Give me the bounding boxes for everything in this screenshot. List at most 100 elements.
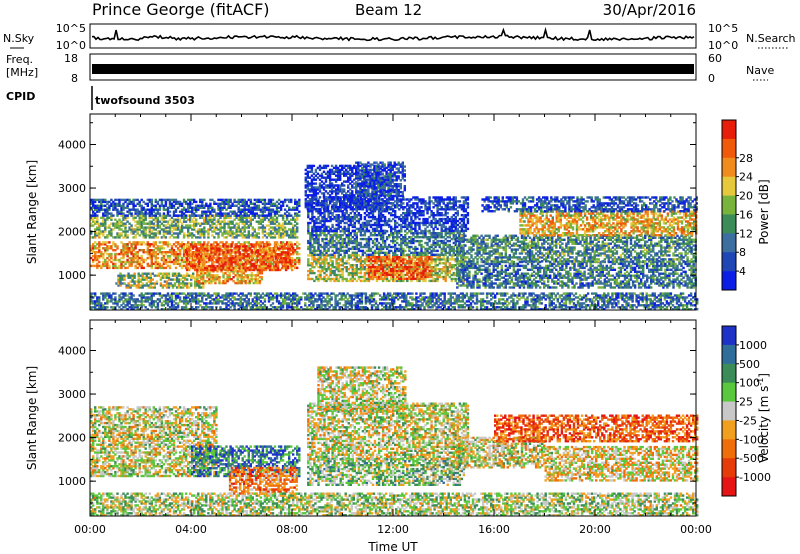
power-cell [292,208,295,211]
power-cell [410,273,413,276]
power-cell [148,210,151,213]
power-cell [162,254,166,258]
power-cell [408,259,411,263]
power-cell [243,226,246,229]
power-cell [243,220,246,223]
power-cell [96,254,99,258]
power-cell [193,214,196,217]
power-cell [124,252,127,256]
power-cell [212,243,215,246]
power-cell [260,270,264,273]
power-cell [176,214,180,217]
power-cell [218,245,221,248]
power-cell [325,229,328,232]
power-cell [424,236,427,239]
power-cell [337,223,340,227]
power-cell [102,241,105,244]
power-cell [296,258,299,262]
power-cell [123,278,126,281]
power-cell [136,266,139,270]
power-cell [277,234,281,237]
power-cell [353,208,356,211]
power-cell [162,220,166,223]
power-cell [136,251,139,254]
power-cell [132,202,135,205]
power-cell [327,225,330,229]
power-cell [215,220,218,223]
power-cell [143,278,146,281]
power-cell [257,198,261,202]
power-cell [222,259,225,262]
power-cell [438,260,441,263]
power-cell [276,261,280,264]
power-cell [359,279,363,283]
power-cell [150,254,153,258]
power-cell [90,198,93,202]
power-cell [167,282,171,285]
power-cell [307,241,310,245]
power-cell [104,218,107,221]
power-cell [246,249,249,252]
power-cell [249,212,252,215]
power-cell [247,216,250,219]
power-cell [319,256,322,259]
power-cell [224,247,227,250]
power-cell [248,278,251,281]
power-cell [247,236,250,239]
power-cell [317,217,320,221]
power-cell [191,206,194,209]
power-cell [438,245,441,249]
power-cell [92,254,95,258]
power-cell [215,241,218,244]
power-cell [359,260,363,263]
power-cell [164,202,168,205]
power-cell [195,236,198,239]
power-cell [323,237,326,241]
power-cell [296,256,299,260]
power-cell [267,228,271,231]
power-cell [162,266,166,270]
power-cell [311,245,314,249]
power-cell [323,264,326,267]
power-cell [211,224,214,227]
power-cell [349,215,352,219]
power-cell [90,249,93,252]
power-cell [275,216,279,219]
power-cell [292,216,295,219]
power-cell [167,272,171,275]
power-cell [428,232,431,235]
power-cell [204,272,207,275]
power-cell [281,232,285,235]
power-cell [183,278,187,281]
power-cell [444,275,447,279]
power-cell [94,212,97,215]
power-cell [180,264,184,268]
power-cell [337,234,340,237]
power-cell [394,256,397,259]
power-cell [444,234,447,237]
power-cell [122,214,125,217]
power-cell [182,220,186,223]
power-cell [426,263,429,267]
power-cell [394,273,397,276]
power-cell [444,269,447,273]
power-cell [284,264,288,268]
power-cell [174,226,178,229]
power-cell [235,228,238,231]
power-cell [311,256,314,259]
power-cell [164,228,168,231]
power-cell [430,243,433,247]
power-cell [213,218,216,221]
power-cell [141,274,144,277]
power-cell [345,204,348,207]
power-cell [208,259,211,262]
power-cell [317,221,320,225]
power-cell [373,243,377,247]
power-cell [339,221,342,225]
power-cell [199,200,202,204]
power-cell [434,266,437,269]
power-cell [110,247,113,250]
power-cell [116,214,119,217]
power-cell [398,269,401,273]
power-cell [309,208,312,211]
